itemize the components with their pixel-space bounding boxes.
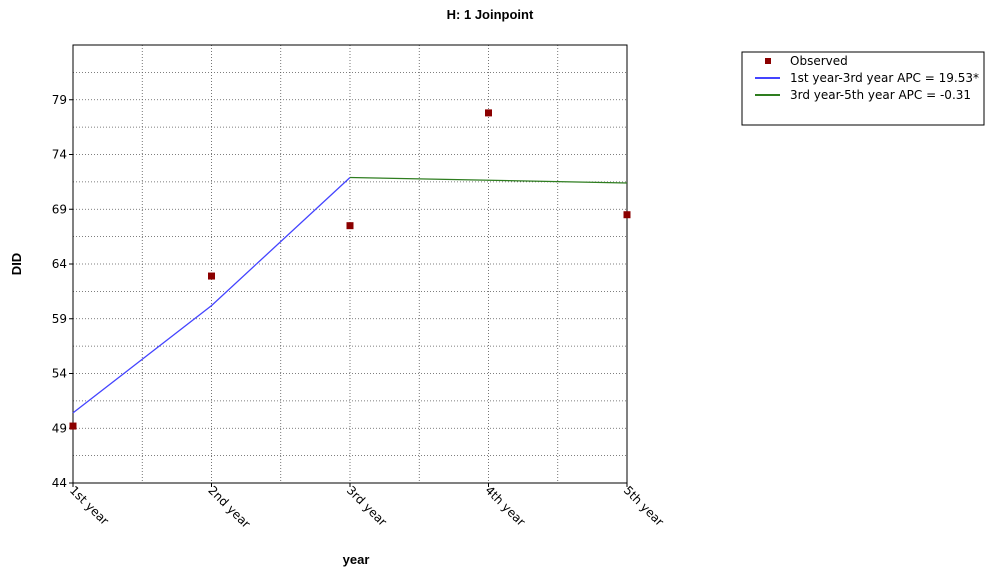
y-axis-label: DID (9, 253, 24, 275)
y-tick-label: 79 (52, 93, 67, 107)
y-tick-label: 74 (52, 148, 67, 162)
observed-point (485, 109, 492, 117)
x-tick-label: 2nd year (205, 483, 253, 531)
series-line (349, 176, 628, 184)
y-tick-label: 69 (52, 202, 67, 216)
x-tick-label: 3rd year (344, 483, 390, 529)
observed-point (623, 211, 631, 219)
y-tick-label: 44 (52, 476, 67, 490)
y-tick-label: 59 (52, 312, 67, 326)
y-axis-ticks: 44 49 54 59 64 69 74 79 (52, 93, 73, 490)
legend-box (741, 51, 985, 126)
y-tick-label: 64 (52, 257, 67, 271)
series-line (72, 177, 351, 414)
x-tick-label: 5th year (621, 483, 667, 529)
legend-swatch-observed (765, 58, 771, 64)
legend-label: 1st year-3rd year APC = 19.53* (790, 71, 979, 85)
observed-point (208, 272, 215, 280)
observed-point (346, 222, 354, 230)
legend: Observed 1st year-3rd year APC = 19.53* 3r… (741, 51, 985, 126)
x-tick-label: 4th year (482, 483, 528, 529)
legend-label: 3rd year-5th year APC = -0.31 (790, 88, 971, 102)
series-layer (69, 109, 631, 430)
legend-label: Observed (790, 54, 848, 68)
x-axis-label: year (343, 552, 370, 567)
y-tick-label: 54 (52, 367, 67, 381)
x-axis-ticks: 1st year 2nd year 3rd year 4th year 5th year (67, 483, 667, 531)
chart-title: H: 1 Joinpoint (447, 7, 534, 22)
grid (73, 45, 627, 483)
y-tick-label: 49 (52, 421, 67, 435)
x-tick-label: 1st year (67, 483, 112, 528)
observed-point (69, 422, 77, 430)
